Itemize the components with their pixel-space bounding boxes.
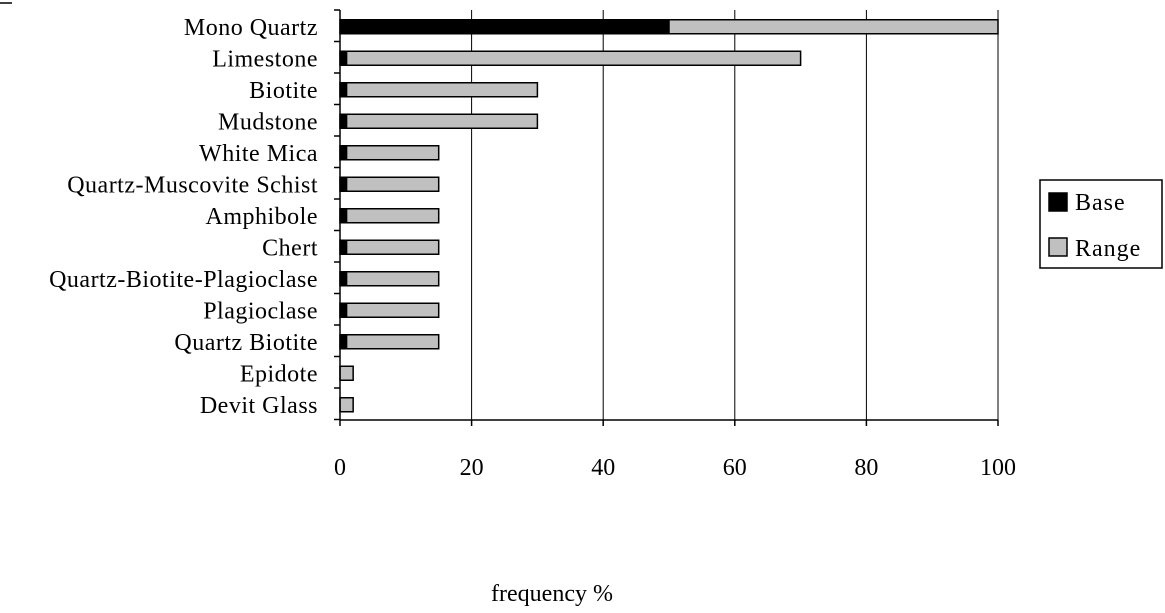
- bar-base-3: [339, 113, 348, 129]
- bar-range-5: [345, 176, 440, 192]
- bar-range-0: [668, 19, 999, 35]
- bar-range-6: [345, 208, 440, 224]
- category-label: Plagioclase: [203, 298, 318, 324]
- bar-range-2: [345, 82, 539, 98]
- category-label: Mono Quartz: [184, 15, 318, 41]
- category-label: Mudstone: [218, 109, 318, 135]
- bar-base-5: [339, 176, 348, 192]
- bar-range-3: [345, 113, 539, 129]
- bar-range-11: [339, 365, 354, 381]
- category-label: Biotite: [249, 78, 318, 104]
- bar-range-4: [345, 145, 440, 161]
- x-axis-title: frequency %: [491, 581, 613, 607]
- category-label: Limestone: [212, 46, 318, 72]
- x-tick-label: 20: [460, 455, 484, 481]
- x-tick-label: 80: [854, 455, 878, 481]
- x-tick-label: 0: [334, 455, 346, 481]
- category-label: Quartz Biotite: [174, 330, 318, 356]
- x-tick-label: 100: [980, 455, 1016, 481]
- bar-base-1: [339, 50, 348, 66]
- bar-base-0: [339, 19, 670, 35]
- x-tick-label: 60: [723, 455, 747, 481]
- category-label: Amphibole: [206, 204, 319, 230]
- legend-swatch-range: [1048, 237, 1068, 257]
- category-label: Quartz-Muscovite Schist: [67, 172, 318, 198]
- bar-base-10: [339, 334, 348, 350]
- category-label: Chert: [262, 235, 318, 261]
- category-labels: Mono Quartz Limestone Biotite Mudstone White…: [49, 15, 319, 419]
- bar-range-12: [339, 397, 354, 413]
- x-tick-label: 40: [591, 455, 615, 481]
- bar-base-2: [339, 82, 348, 98]
- legend: Base Range: [1039, 179, 1163, 269]
- axes: [0, 2, 999, 426]
- bar-base-4: [339, 145, 348, 161]
- legend-label-range: Range: [1075, 236, 1141, 262]
- bar-range-7: [345, 239, 440, 255]
- category-label: Devit Glass: [200, 393, 318, 419]
- bar-range-10: [345, 334, 440, 350]
- category-label: Quartz-Biotite-Plagioclase: [49, 267, 318, 293]
- bars: [339, 19, 999, 413]
- x-tick-labels: 0 20 40 60 80 100: [334, 455, 1016, 481]
- bar-range-1: [345, 50, 802, 66]
- bar-base-6: [339, 208, 348, 224]
- legend-swatch-base: [1048, 192, 1068, 212]
- legend-label-base: Base: [1075, 190, 1126, 216]
- bar-range-8: [345, 271, 440, 287]
- bar-range-9: [345, 302, 440, 318]
- category-label: Epidote: [240, 361, 318, 387]
- category-label: White Mica: [199, 141, 318, 167]
- gridlines: [471, 10, 999, 420]
- bar-base-7: [339, 239, 348, 255]
- bar-base-8: [339, 271, 348, 287]
- bar-base-9: [339, 302, 348, 318]
